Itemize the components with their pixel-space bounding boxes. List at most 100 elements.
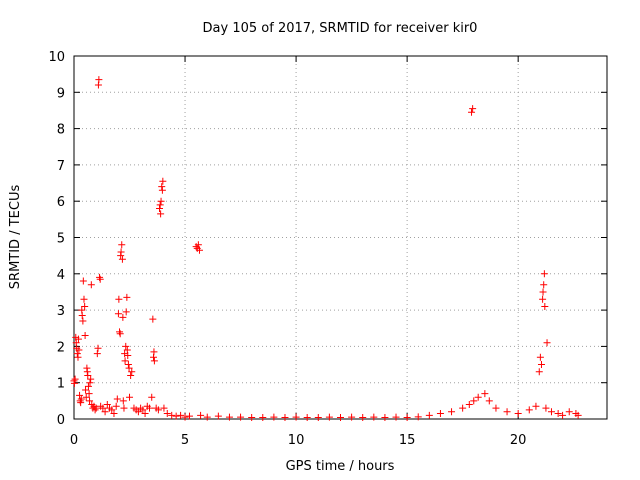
data-point (134, 408, 142, 416)
data-point (492, 404, 500, 412)
data-point (547, 408, 555, 416)
data-point (86, 379, 94, 387)
data-point (237, 413, 245, 421)
data-point (185, 412, 193, 420)
data-point (70, 379, 78, 387)
data-point (259, 414, 267, 422)
data-point (157, 210, 165, 218)
data-point (436, 410, 444, 418)
data-point (79, 317, 87, 325)
data-point (337, 414, 344, 422)
data-point (124, 351, 132, 359)
data-point (124, 361, 132, 369)
data-point (270, 413, 278, 421)
data-point (158, 183, 166, 191)
data-point (160, 404, 168, 412)
data-point (78, 312, 86, 320)
data-point (121, 350, 129, 358)
data-point (77, 399, 85, 407)
data-point (77, 395, 85, 403)
data-point (96, 273, 104, 281)
data-point (118, 255, 126, 263)
data-point (168, 411, 176, 419)
data-point (108, 406, 116, 414)
data-point (128, 368, 136, 376)
data-point (121, 357, 129, 365)
data-point (125, 364, 133, 372)
data-point (99, 404, 107, 412)
y-tick-label: 4 (57, 268, 65, 283)
data-point (554, 410, 562, 418)
data-point (194, 241, 202, 249)
data-point (84, 382, 92, 390)
data-point (448, 408, 456, 416)
data-point (303, 414, 311, 422)
data-point (539, 295, 547, 303)
data-point (425, 411, 433, 419)
data-point (503, 408, 511, 416)
data-point (87, 281, 95, 289)
data-point (536, 353, 544, 361)
data-point (325, 413, 333, 421)
data-point (370, 413, 378, 421)
data-point (159, 177, 167, 185)
data-point (381, 414, 389, 422)
data-point (281, 414, 289, 422)
axis-ticks: 0 1 2 3 4 5 6 7 8 9 10 0 5 10 15 20 (48, 50, 607, 448)
y-tick-label: 8 (57, 123, 65, 138)
data-point (91, 406, 99, 414)
grid-lines (74, 56, 607, 419)
data-point (158, 186, 166, 194)
data-point (110, 410, 118, 418)
data-point (118, 241, 126, 249)
data-point (103, 400, 111, 408)
data-point (314, 414, 322, 422)
data-points (70, 76, 582, 422)
data-point (195, 246, 203, 254)
data-point (73, 350, 81, 358)
data-point (71, 375, 79, 383)
data-point (120, 404, 128, 412)
data-point (540, 270, 548, 278)
data-point (474, 393, 482, 401)
data-point (485, 397, 493, 405)
data-point (84, 371, 92, 379)
data-point (79, 277, 87, 285)
data-point (149, 315, 157, 323)
data-point (76, 391, 84, 399)
data-point (156, 201, 164, 209)
data-point (146, 404, 154, 412)
data-point (197, 411, 205, 419)
data-point (87, 375, 95, 383)
data-point (126, 393, 134, 401)
data-point (177, 411, 185, 419)
y-tick-label: 2 (57, 340, 65, 355)
data-point (525, 406, 533, 414)
data-point (392, 413, 400, 421)
data-point (403, 414, 411, 422)
data-point (414, 413, 422, 421)
data-point (203, 413, 211, 421)
x-tick-label: 0 (70, 433, 78, 448)
data-point (459, 404, 467, 412)
y-tick-label: 0 (57, 413, 65, 428)
x-tick-label: 20 (510, 433, 527, 448)
data-point (157, 197, 165, 205)
data-point (122, 342, 130, 350)
data-point (96, 275, 104, 283)
x-tick-label: 5 (181, 433, 189, 448)
data-point (532, 402, 540, 410)
data-point (542, 404, 550, 412)
data-point (115, 295, 123, 303)
data-point (116, 330, 124, 338)
data-point (141, 410, 149, 418)
data-point (359, 414, 367, 422)
data-point (75, 346, 83, 354)
data-point (481, 390, 489, 398)
data-point (80, 295, 88, 303)
plot-frame (73, 55, 608, 420)
data-point (540, 281, 548, 289)
data-point (85, 390, 93, 398)
data-point (465, 400, 473, 408)
